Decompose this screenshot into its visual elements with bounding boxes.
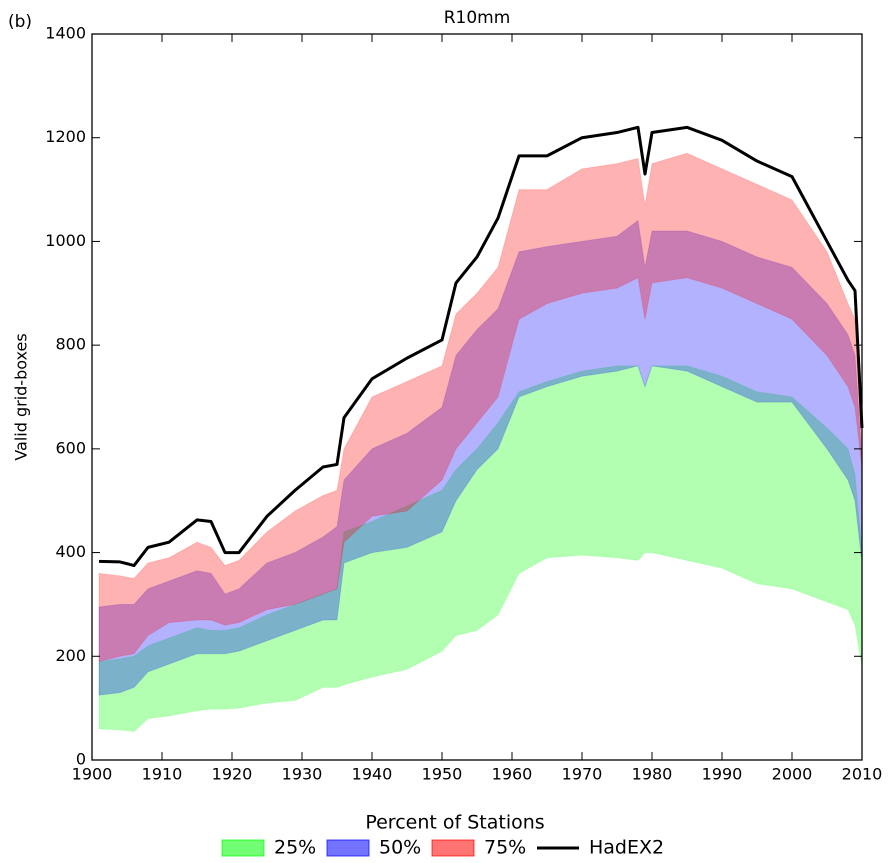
y-tick-label: 400 — [55, 542, 86, 561]
y-axis-label: Valid grid-boxes — [12, 333, 31, 460]
x-tick-label: 1920 — [212, 765, 253, 784]
y-tick-label: 600 — [55, 438, 86, 457]
x-tick-label: 2010 — [842, 765, 883, 784]
y-tick-label: 1400 — [45, 24, 86, 43]
legend-swatch — [431, 839, 475, 857]
y-tick-label: 0 — [76, 750, 86, 769]
legend-label: HadEX2 — [589, 837, 664, 859]
y-tick-label: 1000 — [45, 231, 86, 250]
y-tick-label: 800 — [55, 335, 86, 354]
x-tick-label: 1910 — [142, 765, 183, 784]
x-tick-label: 1980 — [632, 765, 673, 784]
panel-label: (b) — [8, 12, 32, 32]
line — [98, 125, 864, 568]
y-tick-label: 200 — [55, 646, 86, 665]
x-tick-label: 1940 — [352, 765, 393, 784]
x-tick-label: 1900 — [72, 765, 113, 784]
legend-swatch — [221, 839, 265, 857]
x-tick-label: 1990 — [702, 765, 743, 784]
legend-label: 75% — [484, 837, 526, 859]
legend-title: Percent of Stations — [365, 812, 544, 834]
legend-swatch — [326, 839, 370, 857]
plot-frame — [91, 33, 863, 761]
x-tick-label: 1930 — [282, 765, 323, 784]
x-tick-label: 1970 — [562, 765, 603, 784]
x-tick-label: 1950 — [422, 765, 463, 784]
chart-title: R10mm — [444, 8, 511, 28]
y-tick-label: 1200 — [45, 127, 86, 146]
x-tick-label: 1960 — [492, 765, 533, 784]
legend-label: 50% — [379, 837, 421, 859]
legend-label: 25% — [274, 837, 316, 859]
x-tick-label: 2000 — [772, 765, 813, 784]
